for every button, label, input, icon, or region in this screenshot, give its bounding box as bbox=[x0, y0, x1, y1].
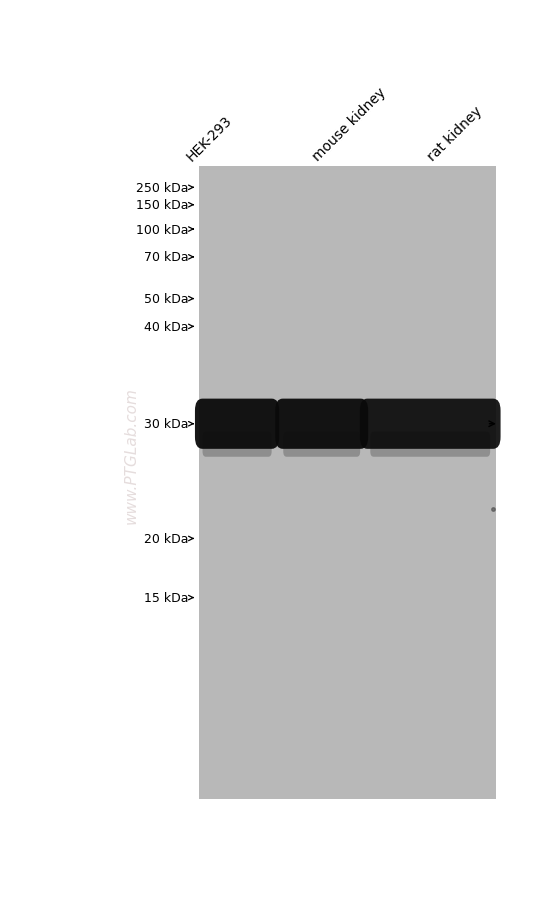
Text: 20 kDa: 20 kDa bbox=[144, 532, 189, 546]
FancyBboxPatch shape bbox=[195, 400, 279, 449]
Text: 70 kDa: 70 kDa bbox=[144, 251, 189, 264]
Text: 15 kDa: 15 kDa bbox=[144, 592, 189, 604]
Text: 50 kDa: 50 kDa bbox=[144, 293, 189, 306]
Text: 150 kDa: 150 kDa bbox=[136, 199, 189, 212]
Text: 40 kDa: 40 kDa bbox=[144, 320, 189, 334]
Text: 250 kDa: 250 kDa bbox=[136, 181, 189, 195]
Text: rat kidney: rat kidney bbox=[424, 104, 484, 164]
Text: www.PTGLab.com: www.PTGLab.com bbox=[123, 387, 138, 524]
Bar bbox=[199, 167, 496, 799]
FancyBboxPatch shape bbox=[370, 432, 490, 457]
Text: 30 kDa: 30 kDa bbox=[144, 418, 189, 431]
Text: mouse kidney: mouse kidney bbox=[310, 86, 388, 164]
Text: 100 kDa: 100 kDa bbox=[136, 224, 189, 236]
FancyBboxPatch shape bbox=[203, 432, 272, 457]
FancyBboxPatch shape bbox=[360, 400, 501, 449]
FancyBboxPatch shape bbox=[283, 432, 360, 457]
Text: HEK-293: HEK-293 bbox=[184, 113, 235, 164]
FancyBboxPatch shape bbox=[275, 400, 368, 449]
